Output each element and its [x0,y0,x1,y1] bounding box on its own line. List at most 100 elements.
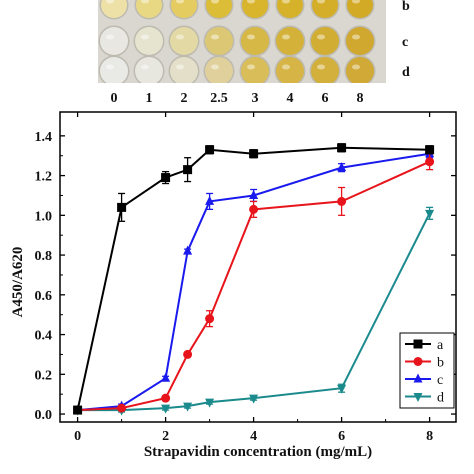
well-highlight [211,64,219,70]
well [101,0,127,18]
data-point-c [183,245,193,255]
legend-marker-a [413,339,423,349]
data-point-b [249,204,259,214]
series-line-a [76,146,430,411]
data-point-b [337,196,347,206]
well-highlight [247,34,255,40]
well [312,0,338,18]
data-point-d [205,398,215,408]
x-tick-label: 4 [250,429,257,444]
plate-column-label: 3 [252,91,259,106]
y-tick-label: 0.8 [35,249,53,264]
well-highlight [106,34,114,40]
y-axis-title: A450/A620 [10,247,26,318]
well-highlight [282,64,290,70]
well [277,0,303,18]
x-tick-label: 6 [338,429,345,444]
legend-label-a: a [437,338,444,353]
data-point-b [425,157,435,167]
microplate-photo [98,0,386,83]
legend-marker-c [413,373,423,383]
well [136,0,162,18]
well [205,27,233,55]
well-highlight [317,64,325,70]
data-point-c [337,162,347,172]
well-highlight [106,0,114,4]
y-tick-label: 0.0 [35,408,53,423]
well [206,0,232,18]
data-point-c [249,189,259,199]
series-d [73,206,435,416]
well-highlight [176,0,184,4]
x-tick-label: 0 [74,429,81,444]
series-line-d [77,212,431,412]
well-highlight [282,0,290,4]
series-b [73,153,435,415]
x-tick-label: 8 [426,429,433,444]
well-highlight [106,64,114,70]
plate-column-label: 8 [357,91,364,106]
legend-label-c: c [437,373,443,388]
well [171,0,197,18]
well-highlight [141,34,149,40]
plate-column-label: 0 [111,91,118,106]
plate-column-label: 2.5 [210,91,228,106]
data-point-a [117,202,127,212]
plate-column-label: 1 [146,91,153,106]
data-point-d [249,394,259,404]
plate-row-label: b [402,0,410,14]
y-tick-label: 0.4 [35,329,53,344]
data-point-d [183,402,193,412]
plate-row-label: d [402,65,410,80]
well-highlight [176,34,184,40]
plate-column-label: 2 [181,91,188,106]
well [311,57,339,83]
well [276,57,304,83]
well [346,27,374,55]
data-point-a [73,405,83,415]
well [100,27,128,55]
y-tick-label: 1.2 [35,170,53,185]
well [170,57,198,83]
y-tick-label: 0.2 [35,368,53,383]
data-point-c [161,372,171,382]
x-axis-title: Strapavidin concentration (mg/mL) [144,444,372,460]
well [241,57,269,83]
y-tick-label: 1.0 [35,209,53,224]
well [276,27,304,55]
well-highlight [352,34,360,40]
data-point-b [161,393,171,403]
well-highlight [317,0,325,4]
well-highlight [211,0,219,4]
y-tick-label: 0.6 [35,289,53,304]
plot-frame [59,111,457,423]
well-highlight [141,64,149,70]
data-point-b [183,349,193,359]
well-highlight [352,0,360,4]
legend-marker-d [413,393,423,402]
data-point-a [183,165,193,175]
data-point-a [337,143,347,153]
well-highlight [247,0,255,4]
well-highlight [317,34,325,40]
data-point-a [249,149,259,159]
data-point-a [205,145,215,155]
plate-column-label: 4 [287,91,294,106]
data-point-d [337,384,347,394]
well [346,57,374,83]
well-highlight [176,64,184,70]
well [135,57,163,83]
data-point-b [117,403,127,413]
plate-column-label: 6 [322,91,329,106]
data-point-d [425,209,435,219]
well-highlight [211,34,219,40]
series-line-c [77,152,430,412]
well-highlight [282,34,290,40]
well [135,27,163,55]
well [242,0,268,18]
data-point-a [425,145,435,155]
series-line-b [77,160,431,412]
y-tick-label: 1.4 [35,130,53,145]
